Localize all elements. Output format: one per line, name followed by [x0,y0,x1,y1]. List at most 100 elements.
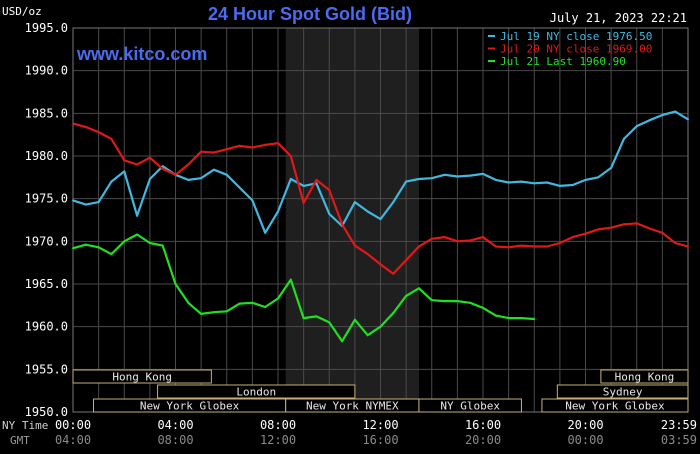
data-point [123,159,126,162]
data-point [661,114,664,116]
y-tick-label: 1980.0 [25,149,68,163]
data-point [302,201,305,204]
data-point [392,201,395,204]
data-point [392,312,395,314]
data-point [520,244,523,247]
data-point [648,227,651,230]
data-point [84,203,87,206]
data-point [366,210,369,213]
data-point [379,263,382,266]
data-point [635,125,638,128]
data-point [379,218,382,221]
y-tick-label: 1990.0 [25,64,68,78]
y-tick-label: 1985.0 [25,106,68,120]
data-point [661,231,664,234]
data-point [597,228,600,231]
data-point [610,166,613,169]
data-point [212,311,215,314]
data-point [251,199,254,202]
y-tick-label: 1950.0 [25,405,68,419]
data-point [584,178,587,181]
chart-title: 24 Hour Spot Gold (Bid) [208,4,412,24]
data-point [251,146,254,149]
data-point [84,126,87,128]
y-axis-label: USD/oz [2,5,42,18]
data-point [341,340,344,343]
x-tick-label-ny: 00:00 [55,418,91,432]
data-point [456,175,459,178]
data-point [187,178,190,181]
data-point [264,306,267,308]
data-point [353,318,356,321]
x-tick-label-gmt: 16:00 [362,433,398,447]
data-point [443,300,446,303]
data-point [546,245,549,248]
data-point [264,143,267,146]
session-label: New York Globex [140,400,240,413]
data-point [674,242,677,244]
data-point [302,317,305,320]
x-tick-label-ny: 23:59 [661,418,697,432]
data-point [225,148,228,151]
data-point [635,222,638,225]
data-point [456,300,459,303]
data-point [366,334,369,337]
data-point [251,301,254,304]
session-label: NY Globex [440,400,500,413]
data-point [123,170,126,173]
data-point [148,242,151,244]
data-point [494,314,497,317]
data-point [610,226,613,229]
y-tick-label: 1960.0 [25,320,68,334]
legend-entry: Jul 19 NY close 1976.50 [500,30,652,43]
x-tick-label-gmt: 03:59 [661,433,697,447]
legend-entry: Jul 20 NY close 1969.00 [500,43,652,56]
data-point [392,272,395,275]
session-label: New York NYMEX [306,400,399,413]
data-point [507,317,510,320]
data-point [558,184,561,187]
data-point [212,168,215,171]
data-point [520,317,523,320]
data-point [289,178,292,180]
x-tick-label-gmt: 20:00 [465,433,501,447]
data-point [456,240,459,243]
data-point [622,223,625,226]
data-point [482,236,484,239]
data-point [366,253,369,256]
data-point [315,315,318,318]
data-point [430,237,433,240]
session-label: Sydney [603,386,643,399]
data-point [97,246,100,249]
data-point [148,178,151,180]
data-point [430,299,433,302]
x-tick-label-ny: 12:00 [362,418,398,432]
timestamp: July 21, 2023 22:21 [550,11,687,25]
data-point [353,244,356,247]
data-point [200,177,203,180]
data-point [405,180,408,183]
x-tick-label-ny: 04:00 [157,418,193,432]
data-point [417,245,420,248]
y-tick-label: 1975.0 [25,192,68,206]
data-point [110,137,113,140]
data-point [328,189,331,192]
data-point [482,306,484,309]
data-point [571,184,574,186]
data-point [72,122,74,125]
data-point [494,178,497,181]
data-point [379,325,382,328]
data-point [687,118,689,121]
x-axis-row-label-ny: NY Time [2,419,48,432]
session-label: Hong Kong [112,371,172,384]
nymex-session-shade [285,28,419,412]
data-point [328,213,331,215]
data-point [123,240,126,243]
session-box [556,384,689,399]
y-tick-label: 1955.0 [25,362,68,376]
data-point [161,167,164,170]
session-box [157,384,356,399]
data-point [558,242,561,244]
data-point [417,287,420,290]
